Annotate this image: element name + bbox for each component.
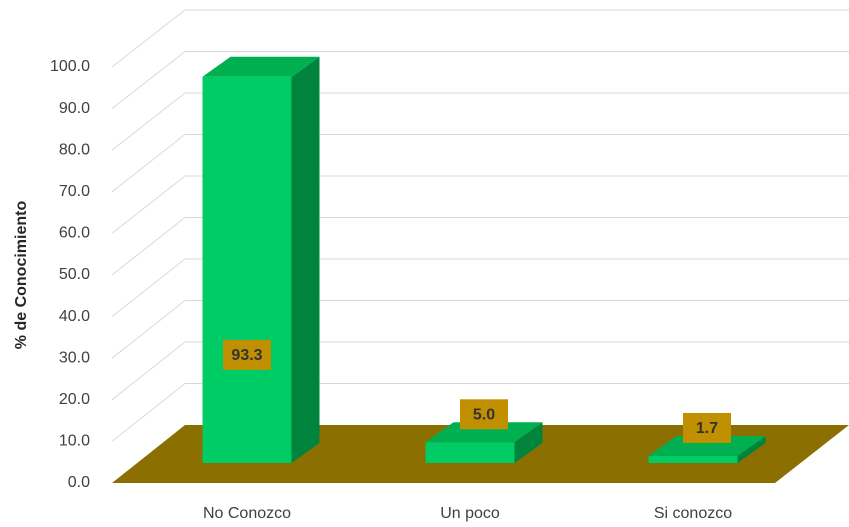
bar-side — [514, 422, 543, 463]
bar-top — [648, 435, 766, 456]
value-label-box — [223, 339, 271, 370]
grid-line — [111, 175, 849, 234]
grid-line — [111, 300, 849, 359]
bar-top — [425, 422, 543, 443]
bar-top — [202, 56, 320, 77]
value-label: 1.7 — [696, 420, 718, 437]
bar — [648, 455, 738, 463]
y-tick-label: 70.0 — [59, 183, 90, 200]
value-label-box — [683, 412, 731, 443]
bar — [425, 442, 515, 463]
grid-line — [111, 51, 849, 109]
bar-side — [737, 435, 766, 463]
y-tick-label: 90.0 — [59, 100, 90, 117]
y-axis-title: % de Conocimiento — [13, 201, 30, 350]
y-tick-label: 30.0 — [59, 349, 90, 366]
grid-line — [111, 134, 849, 193]
y-tick-label: 0.0 — [68, 474, 90, 491]
x-tick-label: No Conozco — [203, 505, 291, 522]
grid-line — [111, 341, 849, 401]
value-label: 5.0 — [473, 407, 495, 424]
y-tick-label: 80.0 — [59, 141, 90, 158]
grid-line — [111, 258, 849, 317]
grid-line — [111, 217, 849, 276]
y-tick-label: 10.0 — [59, 433, 90, 450]
y-tick-label: 40.0 — [59, 308, 90, 325]
value-label-box — [460, 399, 508, 430]
bar-side — [291, 56, 320, 463]
bar — [202, 76, 292, 463]
grid-line — [111, 92, 849, 151]
y-tick-label: 20.0 — [59, 391, 90, 408]
grid-line — [111, 9, 849, 68]
x-tick-label: Un poco — [440, 505, 500, 522]
x-tick-label: Si conozco — [654, 505, 732, 522]
value-label: 93.3 — [231, 347, 262, 364]
y-tick-label: 60.0 — [59, 225, 90, 242]
y-tick-label: 100.0 — [50, 58, 90, 75]
y-tick-label: 50.0 — [59, 266, 90, 283]
grid-line — [111, 383, 849, 442]
